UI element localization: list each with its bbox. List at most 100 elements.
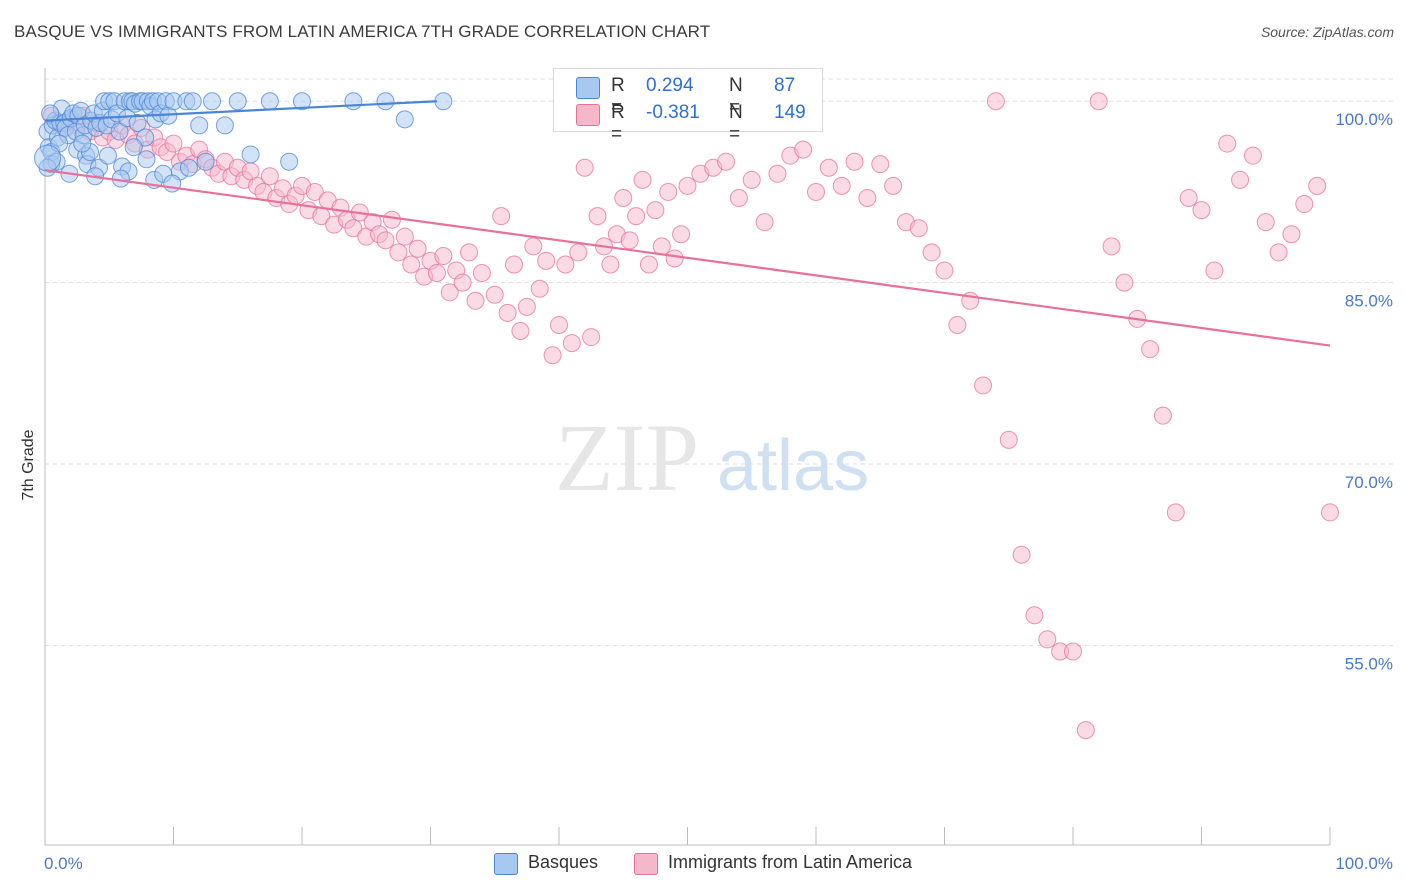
basque-point [293,92,311,111]
basque-point [228,92,247,111]
latin-america-point [344,219,363,238]
x-tick-label: 100.0% [1335,854,1393,873]
latin-america-point [807,182,825,201]
latin-america-point [466,291,485,310]
chart-title: BASQUE VS IMMIGRANTS FROM LATIN AMERICA … [14,22,711,41]
latin-america-point [922,243,941,262]
basque-point [73,134,92,153]
latin-america-point [460,243,479,262]
latin-america-point [620,231,639,250]
basque-point [128,114,147,133]
bottom-legend-label: Basques [528,852,599,872]
latin-america-point [1038,630,1057,649]
latin-america-point [665,249,684,268]
legend-n-value: 149 [774,102,806,123]
latin-america-point [1166,503,1185,522]
latin-america-point [1102,237,1121,256]
y-tick-label: 85.0% [1345,292,1393,311]
latin-america-point [472,263,491,282]
basque-trend-line [44,100,437,122]
legend-r-label: R = [611,75,625,118]
latin-america-point [1282,225,1301,244]
latin-america-point [1153,406,1172,425]
latin-america-point [588,207,607,226]
latin-america-point [1295,195,1314,214]
latin-america-point [935,261,954,280]
latin-america-point [819,158,838,177]
latin-america-point [505,255,524,274]
latin-america-point [974,376,993,395]
watermark-zip: ZIP [555,404,699,511]
y-axis-label: 7th Grade [20,429,37,500]
blue-swatch-icon [494,853,518,875]
latin-america-point [871,155,890,174]
latin-america-point [1231,170,1250,189]
basque-point [196,152,215,171]
latin-america-point [1141,340,1160,359]
latin-america-point [440,283,459,302]
latin-america-point [427,263,446,282]
latin-america-point [543,346,562,365]
latin-america-point [672,225,691,244]
latin-america-trend-line [44,169,1331,347]
basque-point [395,110,414,129]
latin-america-point [550,315,568,334]
bottom-legend-label: Immigrants from Latin America [668,852,913,872]
basque-point [98,146,117,165]
latin-america-point [1076,721,1095,740]
latin-america-point [402,255,421,274]
latin-america-point [1192,201,1211,220]
latin-america-point [627,207,646,226]
latin-america-point [511,322,530,341]
latin-america-point [562,334,581,353]
basque-point [183,92,202,111]
latin-america-point [582,328,601,347]
latin-america-point [575,158,594,177]
latin-america-point [569,243,588,262]
basque-point [137,150,156,169]
latin-america-point [453,273,472,292]
basque-point [179,158,198,177]
latin-america-point [986,92,1005,111]
legend-r-label: R = [611,102,625,145]
basque-point [203,92,222,111]
y-tick-label: 100.0% [1335,110,1393,129]
latin-america-point [717,152,736,171]
legend-n-value: 87 [774,75,796,96]
latin-america-point [517,297,536,316]
latin-america-point [845,152,864,171]
latin-america-point [1089,92,1108,111]
latin-america-point [492,207,511,226]
latin-america-point [498,303,517,322]
latin-america-point [646,201,665,220]
latin-america-point [485,285,504,304]
basque-point [344,92,363,111]
latin-america-point [768,164,787,183]
y-tick-label: 70.0% [1345,473,1393,492]
latin-america-point [1179,188,1198,207]
basque-point [215,116,234,135]
pink-swatch-icon [576,104,600,126]
x-tick-label: 0.0% [44,854,83,873]
basque-point [110,122,129,141]
legend-r-value: 0.294 [646,75,694,96]
latin-america-point [999,430,1018,449]
latin-america-point [614,188,633,207]
basque-point [434,92,453,111]
legend-n-label: N = [729,102,743,145]
latin-america-point [537,251,556,270]
latin-america-point [639,255,658,274]
latin-america-point [884,176,903,195]
legend-r-value: -0.381 [646,102,700,123]
latin-america-point [1205,261,1224,280]
basque-point [34,144,62,172]
basque-point [124,138,143,157]
source-label: Source: ZipAtlas.com [1260,24,1394,40]
latin-america-point [260,167,279,186]
latin-america-point [633,170,652,189]
basque-point [41,104,60,123]
latin-america-point [1025,606,1044,625]
basque-point [241,145,260,164]
y-tick-label: 55.0% [1345,654,1393,673]
